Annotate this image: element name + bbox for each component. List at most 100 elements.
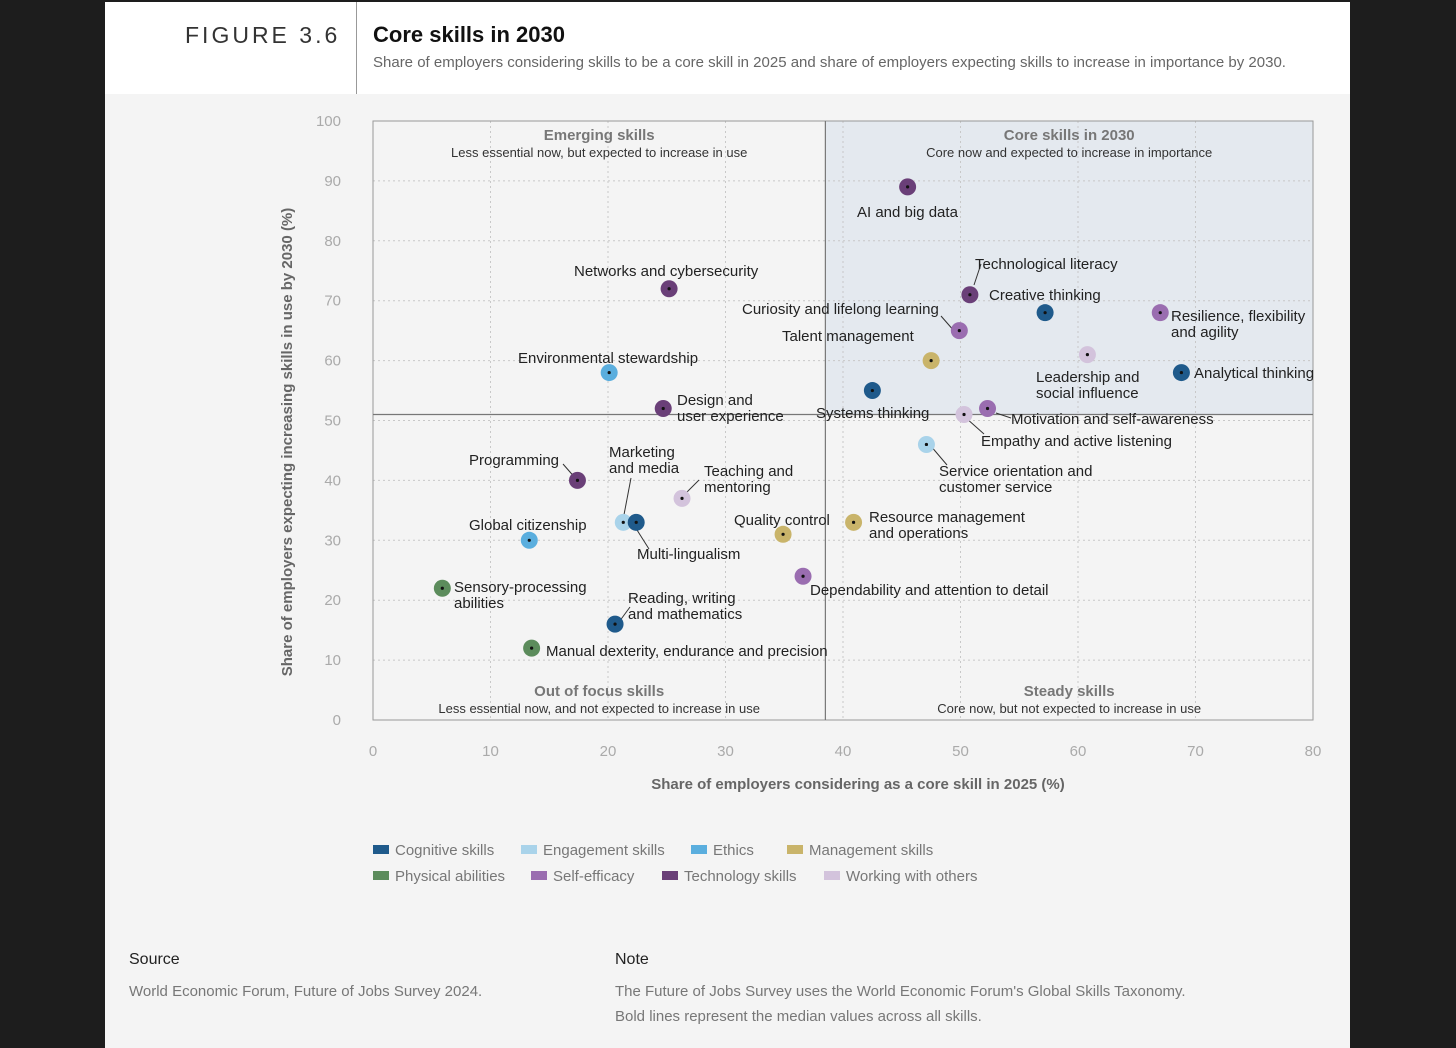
legend-label: Engagement skills: [543, 842, 665, 859]
x-tick-label: 70: [1187, 743, 1204, 760]
legend-item: Ethics: [691, 842, 754, 859]
x-tick-label: 0: [369, 743, 377, 760]
data-point-center: [613, 622, 617, 626]
data-point-center: [1043, 311, 1047, 315]
figure-subtitle: Share of employers considering skills to…: [373, 54, 1286, 71]
point-label: user experience: [677, 408, 784, 425]
data-point-center: [527, 538, 531, 542]
point-label: Resource management: [869, 509, 1026, 526]
x-axis-title: Share of employers considering as a core…: [651, 776, 1065, 793]
leader-line: [973, 263, 982, 286]
data-point-center: [680, 496, 684, 500]
legend-item: Self-efficacy: [531, 868, 634, 885]
legend-item: Physical abilities: [373, 868, 505, 885]
point-label: Programming: [469, 452, 559, 469]
point-label: Curiosity and lifelong learning: [742, 301, 939, 318]
leader-line: [684, 479, 700, 495]
point-label: Systems thinking: [816, 405, 929, 422]
data-point-center: [661, 406, 665, 411]
x-tick-label: 10: [482, 743, 499, 760]
legend-label: Technology skills: [684, 868, 797, 885]
figure-page: FIGURE 3.6 Core skills in 2030 Share of …: [105, 2, 1350, 1048]
data-point-center: [634, 520, 638, 524]
legend-swatch: [824, 871, 840, 880]
legend-swatch: [662, 871, 678, 880]
point-label: Sensory-processing: [454, 579, 587, 596]
data-point-center: [667, 287, 671, 291]
point-label: Networks and cybersecurity: [574, 263, 759, 280]
point-label: Empathy and active listening: [981, 433, 1172, 450]
data-point-center: [1179, 370, 1183, 375]
note-line-1: The Future of Jobs Survey uses the World…: [615, 983, 1186, 1000]
point-label: social influence: [1036, 385, 1139, 402]
point-label: AI and big data: [857, 204, 959, 221]
data-point-center: [929, 359, 933, 363]
quadrant-title-steady: Steady skills: [1024, 683, 1115, 700]
point-label: mentoring: [704, 479, 771, 496]
figure-title: Core skills in 2030: [373, 22, 565, 47]
point-label: Talent management: [782, 328, 915, 345]
legend-label: Working with others: [846, 868, 978, 885]
point-label: and operations: [869, 525, 968, 542]
data-point-center: [906, 185, 910, 189]
y-tick-label: 80: [324, 233, 341, 250]
point-label: Quality control: [734, 512, 830, 529]
legend-swatch: [521, 845, 537, 854]
leader-line: [636, 529, 650, 550]
legend-swatch: [691, 845, 707, 854]
y-tick-label: 90: [324, 173, 341, 190]
y-tick-label: 20: [324, 592, 341, 609]
legend-label: Physical abilities: [395, 868, 506, 885]
x-tick-label: 50: [952, 743, 969, 760]
source-label: Source: [129, 951, 180, 968]
legend-swatch: [373, 871, 389, 880]
data-point-center: [781, 532, 785, 536]
figure-number: FIGURE 3.6: [185, 22, 341, 48]
y-tick-label: 100: [316, 113, 341, 130]
point-label: Multi-lingualism: [637, 546, 740, 563]
data-point-center: [575, 478, 580, 482]
source-text: World Economic Forum, Future of Jobs Sur…: [129, 983, 483, 1000]
data-point-center: [968, 293, 972, 297]
data-point-center: [1085, 353, 1089, 357]
point-label: and mathematics: [628, 606, 742, 623]
point-label: Design and: [677, 392, 753, 409]
point-label: Technological literacy: [975, 256, 1118, 273]
quadrant-title-core: Core skills in 2030: [1004, 127, 1135, 144]
data-point-center: [962, 412, 966, 417]
quadrant-subtitle-steady: Core now, but not expected to increase i…: [937, 701, 1201, 716]
point-label: Service orientation and: [939, 463, 1092, 480]
x-tick-label: 30: [717, 743, 734, 760]
core-quadrant-shade: [825, 121, 1313, 415]
point-label: Reading, writing: [628, 590, 736, 607]
point-label: Motivation and self-awareness: [1011, 411, 1214, 428]
y-tick-label: 0: [333, 712, 341, 729]
y-tick-label: 70: [324, 293, 341, 310]
figure-header: FIGURE 3.6 Core skills in 2030 Share of …: [105, 2, 1350, 94]
note-label: Note: [615, 951, 649, 968]
legend-label: Management skills: [809, 842, 934, 859]
y-tick-label: 50: [324, 413, 341, 430]
legend-item: Technology skills: [662, 868, 797, 885]
legend-item: Cognitive skills: [373, 842, 494, 859]
legend-item: Management skills: [787, 842, 933, 859]
point-label: and media: [609, 460, 680, 477]
data-point-center: [851, 520, 856, 524]
quadrant-subtitle-outoffocus: Less essential now, and not expected to …: [438, 701, 760, 716]
data-point-center: [957, 329, 961, 333]
legend-item: Working with others: [824, 868, 977, 885]
x-tick-label: 20: [600, 743, 617, 760]
quadrant-title-emerging: Emerging skills: [544, 127, 655, 144]
point-label: Global citizenship: [469, 517, 587, 534]
scatter-chart: 0 10 20 30 40 50 60 70 80 0 10 20 30 40 50 60 70 80 90 100 S…: [279, 113, 1321, 793]
leader-line: [622, 477, 632, 521]
quadrant-subtitle-emerging: Less essential now, but expected to incr…: [451, 145, 747, 160]
y-tick-label: 60: [324, 353, 341, 370]
data-point-center: [440, 586, 444, 590]
header-divider: [356, 2, 357, 94]
leader-line: [995, 412, 1012, 419]
point-label: Marketing: [609, 444, 675, 461]
legend-label: Ethics: [713, 842, 754, 859]
data-point-center: [621, 520, 625, 524]
legend-label: Cognitive skills: [395, 842, 495, 859]
